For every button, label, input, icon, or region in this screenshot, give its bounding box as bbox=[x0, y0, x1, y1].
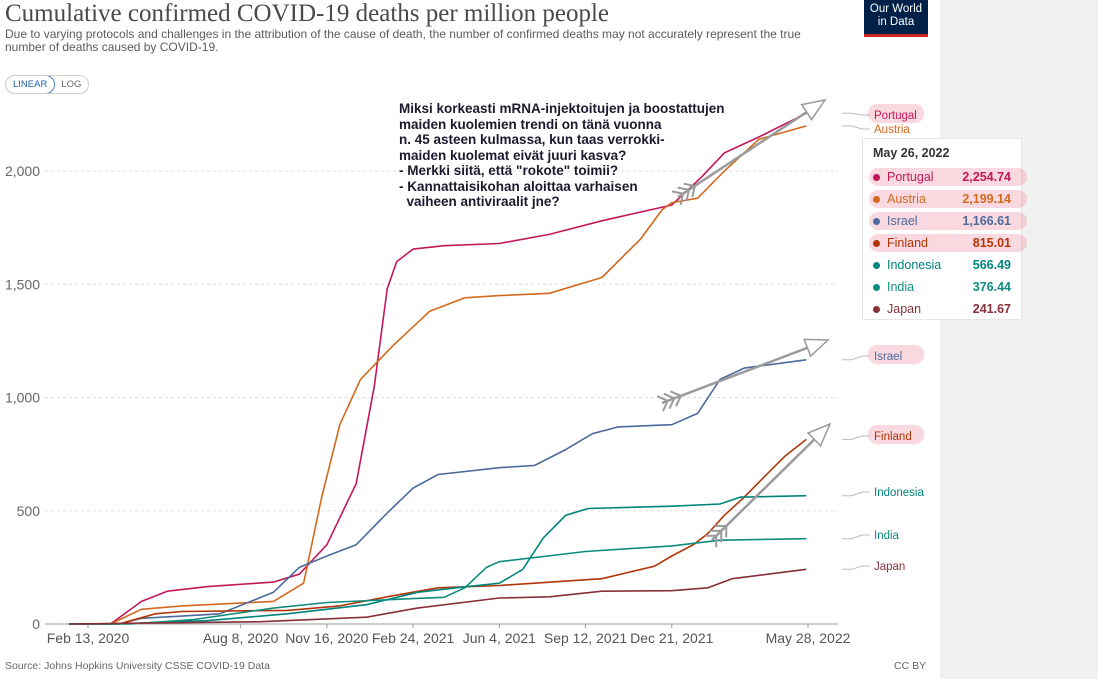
legend-dot-icon bbox=[873, 305, 880, 313]
user-annotation-text: Miksi korkeasti mRNA-injektoitujen ja bo… bbox=[399, 101, 725, 209]
row-highlight bbox=[869, 168, 1027, 186]
linear-scale-button[interactable]: LINEAR bbox=[6, 76, 56, 93]
legend-dot-icon bbox=[873, 261, 880, 269]
series-end-label: Israel bbox=[874, 351, 902, 363]
tooltip-country: Israel bbox=[887, 214, 918, 228]
series-line-israel[interactable] bbox=[69, 359, 807, 625]
x-tick-label: Jun 4, 2021 bbox=[463, 630, 536, 646]
label-highlight bbox=[868, 345, 924, 364]
drawn-arrow bbox=[656, 338, 830, 412]
drawn-arrow bbox=[704, 422, 832, 548]
row-highlight bbox=[869, 212, 1027, 230]
tooltip-value: 2,254.74 bbox=[962, 170, 1011, 184]
label-leader-line bbox=[842, 491, 870, 497]
tooltip-value: 376.44 bbox=[972, 280, 1011, 294]
tooltip-row: Portugal 2,254.74 bbox=[869, 166, 1027, 188]
label-leader-line bbox=[842, 125, 870, 130]
y-tick-label: 2,000 bbox=[5, 163, 40, 179]
tooltip-row: Israel 1,166.61 bbox=[869, 210, 1027, 232]
owid-logo[interactable]: Our World in Data bbox=[864, 0, 928, 37]
series-end-label: India bbox=[874, 530, 900, 542]
y-tick-label: 1,000 bbox=[5, 390, 40, 406]
series-line-india[interactable] bbox=[69, 537, 807, 625]
tooltip-row: Japan 241.67 bbox=[873, 298, 1011, 320]
tooltip-value: 815.01 bbox=[972, 236, 1011, 250]
tooltip-value: 566.49 bbox=[972, 258, 1011, 272]
tooltip-value: 2,199.14 bbox=[962, 192, 1011, 206]
tooltip-row: Finland 815.01 bbox=[869, 232, 1027, 254]
series-end-label: Finland bbox=[874, 431, 912, 443]
tooltip-date: May 26, 2022 bbox=[873, 146, 950, 160]
series-line-indonesia[interactable] bbox=[68, 494, 807, 625]
line-chart: 0 500 1,000 1,500 2,000 Feb 13, 2020 Aug 8, 20… bbox=[5, 98, 924, 646]
row-highlight bbox=[869, 234, 1027, 252]
tooltip-row: India 376.44 bbox=[873, 276, 1011, 298]
tooltip-value: 241.67 bbox=[972, 302, 1011, 316]
chart-subtitle: Due to varying protocols and challenges … bbox=[5, 27, 801, 54]
x-tick-label: Sep 12, 2021 bbox=[544, 630, 628, 646]
x-tick-label: Feb 24, 2021 bbox=[372, 630, 455, 646]
series-line-japan[interactable] bbox=[68, 568, 807, 625]
x-tick-label: Nov 16, 2020 bbox=[285, 630, 368, 646]
legend-dot-icon bbox=[873, 239, 880, 247]
label-leader-line bbox=[842, 112, 870, 116]
chart-title: Cumulative confirmed COVID-19 deaths per… bbox=[5, 0, 610, 27]
source-link[interactable]: Source: Johns Hopkins University CSSE CO… bbox=[5, 660, 270, 672]
x-tick-label: Aug 8, 2020 bbox=[203, 630, 279, 646]
legend-dot-icon bbox=[873, 283, 880, 291]
tooltip-country: Portugal bbox=[887, 170, 934, 184]
tooltip-country: Indonesia bbox=[887, 258, 942, 272]
legend-dot-icon bbox=[873, 173, 880, 181]
label-leader-line bbox=[842, 534, 870, 540]
tooltip-country: India bbox=[887, 280, 915, 294]
y-tick-label: 0 bbox=[32, 616, 40, 632]
tooltip-row: Austria 2,199.14 bbox=[869, 188, 1027, 210]
series-end-label: Japan bbox=[874, 561, 905, 573]
label-highlight bbox=[868, 104, 924, 123]
y-tick-label: 1,500 bbox=[5, 276, 40, 292]
legend-dot-icon bbox=[873, 195, 880, 203]
logo-line-1: Our World bbox=[869, 3, 923, 15]
label-leader-line bbox=[842, 355, 870, 361]
tooltip-row: Indonesia 566.49 bbox=[873, 254, 1011, 276]
logo-line-2: in Data bbox=[877, 16, 915, 28]
legend-dot-icon bbox=[873, 217, 880, 225]
series-end-label: Indonesia bbox=[874, 487, 924, 499]
license-link[interactable]: CC BY bbox=[894, 660, 927, 672]
series-end-label: Austria bbox=[874, 124, 910, 136]
x-tick-label: Feb 13, 2020 bbox=[47, 630, 130, 646]
label-leader-line bbox=[842, 565, 870, 570]
series-end-label: Portugal bbox=[874, 110, 917, 122]
x-tick-label: May 28, 2022 bbox=[766, 630, 851, 646]
row-highlight bbox=[869, 190, 1027, 208]
hover-tooltip: May 26, 2022 Portugal 2,254.74 Austria 2,19… bbox=[862, 138, 1027, 320]
x-tick-label: Dec 21, 2021 bbox=[630, 630, 713, 646]
log-scale-button[interactable]: LOG bbox=[61, 79, 82, 90]
tooltip-country: Japan bbox=[887, 302, 922, 316]
series-line-finland[interactable] bbox=[69, 438, 807, 625]
tooltip-country: Finland bbox=[887, 236, 928, 250]
series-line-austria[interactable] bbox=[69, 125, 807, 625]
tooltip-country: Austria bbox=[887, 192, 926, 206]
right-side-panel bbox=[940, 0, 1098, 679]
label-leader-line bbox=[842, 435, 870, 440]
label-highlight bbox=[868, 425, 924, 444]
drawn-arrow bbox=[671, 98, 827, 206]
scale-toggle: LINEAR LOG bbox=[5, 75, 90, 94]
tooltip-rows: Portugal 2,254.74 Austria 2,199.14 Israel 1,1… bbox=[869, 166, 1027, 320]
tooltip-value: 1,166.61 bbox=[962, 214, 1011, 228]
y-tick-label: 500 bbox=[17, 503, 41, 519]
logo-accent-bar bbox=[864, 34, 928, 37]
